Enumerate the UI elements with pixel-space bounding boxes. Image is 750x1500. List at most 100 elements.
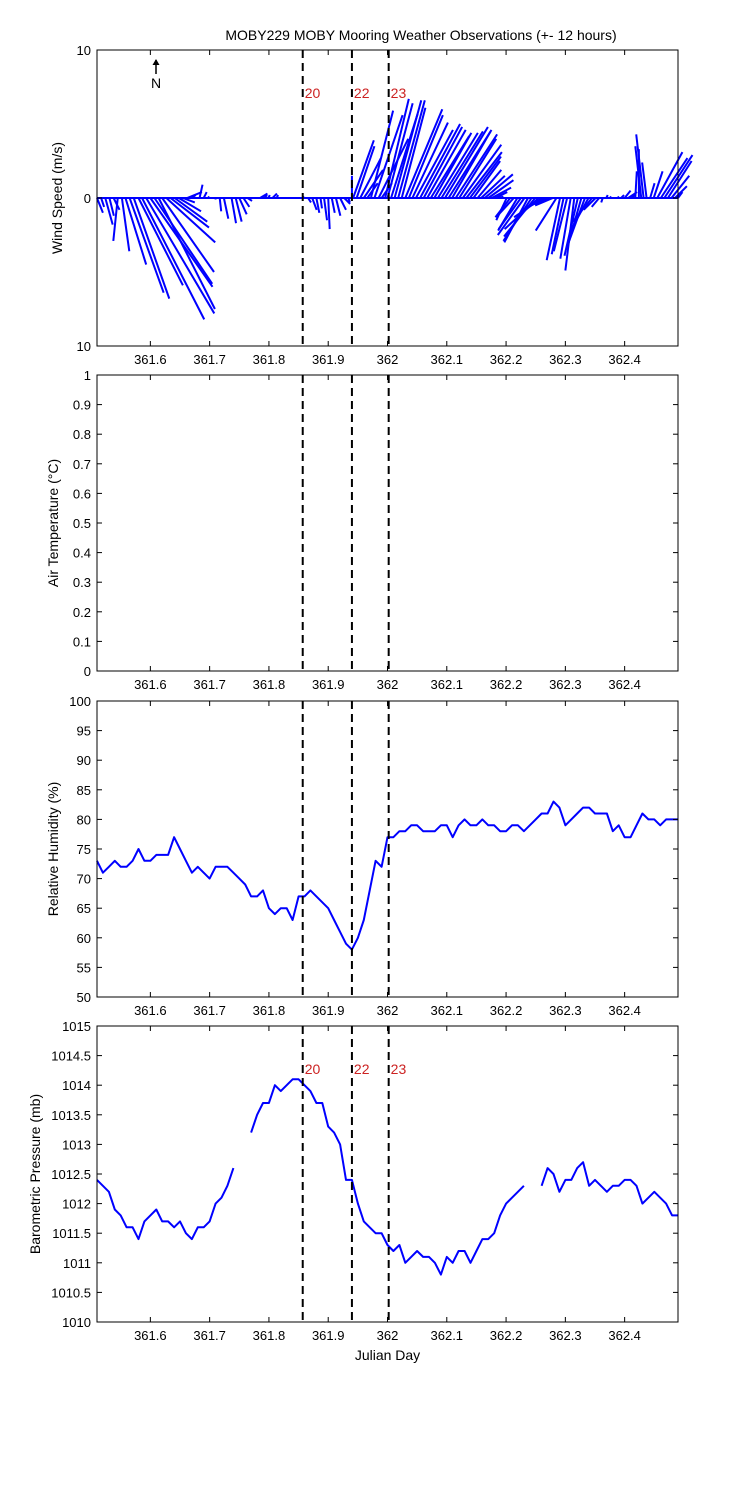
wind-vector [491, 186, 512, 199]
wind-vector [161, 197, 215, 273]
wind-x-tick-label: 361.6 [134, 352, 167, 367]
pressure-y-tick-label: 1012 [62, 1197, 91, 1212]
wind-vector [319, 197, 323, 209]
wind-vector [487, 179, 515, 199]
wind-vector [559, 197, 572, 259]
air-temp-x-tick-label: 362.1 [431, 677, 464, 692]
wind-vector [104, 197, 114, 225]
wind-y-tick-label: 10 [77, 339, 91, 354]
wind-vector [218, 197, 223, 212]
wind-vector [496, 197, 526, 236]
wind-vector [165, 197, 216, 244]
wind-vector [545, 197, 561, 261]
pressure-x-tick-label: 362 [377, 1328, 399, 1343]
wind-vector [415, 129, 454, 199]
humidity-y-tick-label: 90 [77, 753, 91, 768]
wind-vector [247, 197, 253, 202]
wind-x-tick-label: 361.8 [253, 352, 286, 367]
pressure-x-tick-label: 361.6 [134, 1328, 167, 1343]
wind-vector [108, 197, 115, 217]
air-temp-x-tick-label: 362.3 [549, 677, 582, 692]
air-temp-y-tick-label: 0.3 [73, 575, 91, 590]
wind-vector [600, 197, 604, 203]
wind-vector [352, 139, 375, 199]
wind-vector [259, 192, 268, 199]
wind-vector [419, 123, 461, 199]
air-temp-y-tick-label: 0.9 [73, 398, 91, 413]
air-temp-y-tick-label: 0.8 [73, 427, 91, 442]
wind-vector [609, 195, 613, 199]
humidity-y-tick-label: 100 [69, 694, 91, 709]
wind-vector [182, 197, 196, 204]
air-temp-x-tick-label: 362 [377, 677, 399, 692]
air-temp-x-tick-label: 361.6 [134, 677, 167, 692]
wind-vector [355, 145, 376, 199]
wind-vector [677, 191, 684, 199]
wind-vector [552, 197, 569, 252]
wind-vector [631, 194, 636, 199]
humidity-series-line [96, 800, 678, 951]
wind-vector [623, 189, 632, 199]
figure-title: MOBY229 MOBY Mooring Weather Observation… [225, 27, 616, 43]
x-axis-label: Julian Day [355, 1347, 420, 1363]
wind-vector [649, 182, 656, 199]
humidity-y-axis-label: Relative Humidity (%) [45, 782, 61, 917]
wind-vector [444, 126, 489, 199]
wind-vector [583, 197, 597, 211]
wind-vector [616, 195, 620, 199]
humidity-x-tick-label: 362.3 [549, 1003, 582, 1018]
wind-vector [132, 197, 171, 299]
barometric-pressure-panel: 20 22 23 361.6 361.7 361.8 361.9 362 362.1 362.2 3… [27, 1019, 679, 1363]
wind-vector [534, 197, 558, 232]
wind-x-tick-label: 361.9 [312, 352, 345, 367]
wind-vector [377, 138, 410, 199]
humidity-x-tick-label: 362.4 [608, 1003, 641, 1018]
wind-vectors [96, 98, 694, 320]
pressure-y-tick-label: 1011.5 [52, 1226, 91, 1241]
wind-vector [141, 197, 206, 320]
wind-y-axis-label: Wind Speed (m/s) [49, 142, 65, 254]
humidity-y-tick-label: 55 [77, 960, 91, 975]
humidity-x-tick-label: 361.7 [193, 1003, 226, 1018]
wind-vector [503, 197, 536, 238]
wind-vector [461, 144, 503, 199]
humidity-y-tick-label: 95 [77, 724, 91, 739]
wind-vector [469, 155, 502, 199]
wind-vector [343, 197, 351, 205]
wind-event-label: 20 [305, 85, 321, 101]
wind-x-tick-label: 362.2 [490, 352, 523, 367]
wind-vector [400, 107, 427, 199]
wind-vector [411, 122, 449, 199]
humidity-y-tick-label: 60 [77, 931, 91, 946]
wind-x-tick-label: 362.3 [549, 352, 582, 367]
pressure-series-line [540, 1161, 678, 1217]
wind-vector [454, 133, 498, 199]
wind-vector [347, 197, 351, 203]
wind-vector [307, 197, 312, 203]
wind-vector [334, 197, 342, 217]
humidity-x-tick-label: 361.8 [253, 1003, 286, 1018]
wind-vector [120, 197, 131, 252]
wind-vector [153, 197, 214, 285]
wind-vector [480, 175, 506, 199]
wind-vector [476, 169, 503, 199]
pressure-y-tick-label: 1012.5 [51, 1167, 91, 1182]
wind-vector [451, 130, 492, 199]
humidity-y-tick-label: 85 [77, 783, 91, 798]
wind-vector [100, 197, 106, 208]
wind-x-tick-label: 362.1 [431, 352, 464, 367]
air-temp-x-tick-label: 361.8 [253, 677, 286, 692]
humidity-x-tick-label: 361.9 [312, 1003, 345, 1018]
pressure-series-line [96, 1167, 235, 1241]
wind-vector [169, 197, 210, 229]
wind-vector [238, 197, 248, 215]
wind-vector [207, 195, 211, 199]
wind-vector [634, 146, 643, 199]
wind-vector [496, 197, 515, 217]
air-temp-x-tick-label: 362.4 [608, 677, 641, 692]
wind-vector [605, 194, 609, 199]
wind-vector [472, 160, 501, 199]
pressure-event-label: 20 [305, 1061, 321, 1077]
pressure-x-tick-label: 362.1 [431, 1328, 464, 1343]
